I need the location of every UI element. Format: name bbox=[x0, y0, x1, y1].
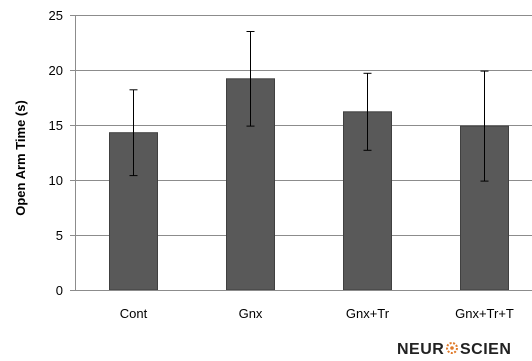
x-tick-label-3: Gnx+Tr+T bbox=[455, 306, 514, 321]
y-tick-label-0: 0 bbox=[56, 283, 63, 298]
x-tick-label-0: Cont bbox=[120, 306, 148, 321]
y-tick-label-3: 15 bbox=[49, 118, 63, 133]
x-tick-label-2: Gnx+Tr bbox=[346, 306, 390, 321]
y-axis: 0 5 10 15 20 25 bbox=[49, 8, 76, 298]
logo-text-right: SCIEN bbox=[460, 341, 511, 358]
x-tick-label-1: Gnx bbox=[239, 306, 263, 321]
logo-gear-icon bbox=[446, 342, 458, 354]
logo-text-left: NEUR bbox=[397, 341, 444, 358]
bars bbox=[109, 78, 509, 291]
neuroscience-logo: NEUR SCIEN bbox=[397, 341, 511, 358]
y-tick-label-1: 5 bbox=[56, 228, 63, 243]
error-bars bbox=[129, 31, 489, 182]
y-tick-label-4: 20 bbox=[49, 63, 63, 78]
y-tick-label-2: 10 bbox=[49, 173, 63, 188]
y-tick-label-5: 25 bbox=[49, 8, 63, 23]
x-axis: Cont Gnx Gnx+Tr Gnx+Tr+T bbox=[75, 290, 532, 321]
y-axis-title: Open Arm Time (s) bbox=[13, 100, 28, 216]
